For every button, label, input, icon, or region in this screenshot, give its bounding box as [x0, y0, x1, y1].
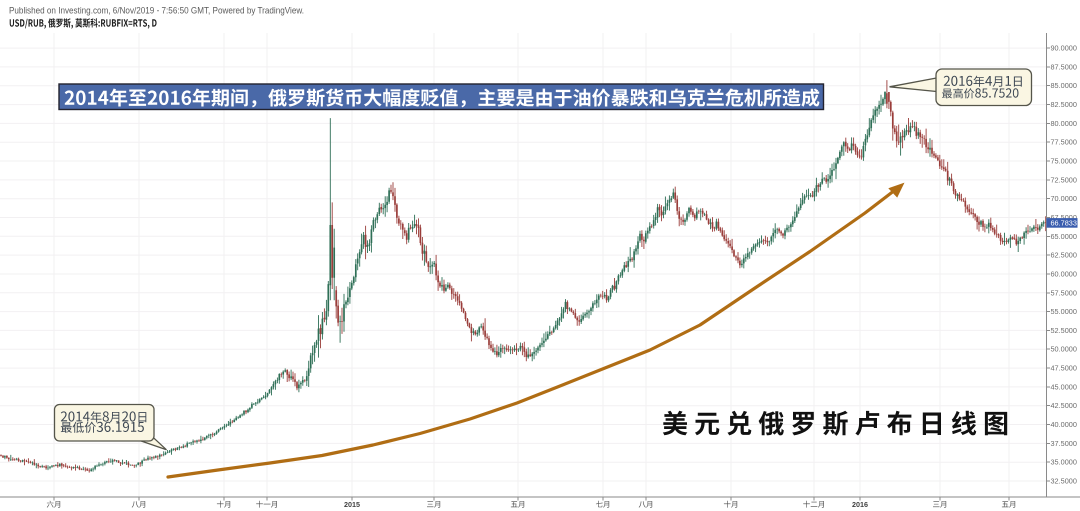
svg-text:2015: 2015 [344, 500, 360, 509]
svg-text:Published on Investing.com, 6/: Published on Investing.com, 6/Nov/2019 -… [9, 5, 304, 16]
svg-text:45.0000: 45.0000 [1051, 382, 1077, 391]
svg-text:50.0000: 50.0000 [1051, 345, 1077, 354]
svg-text:90.0000: 90.0000 [1051, 44, 1077, 53]
svg-text:2016: 2016 [852, 500, 868, 509]
svg-text:32.5000: 32.5000 [1051, 477, 1077, 486]
svg-text:60.0000: 60.0000 [1051, 270, 1077, 279]
svg-text:66.7833: 66.7833 [1051, 219, 1077, 228]
svg-text:42.5000: 42.5000 [1051, 401, 1077, 410]
svg-text:52.5000: 52.5000 [1051, 326, 1077, 335]
svg-text:67.5000: 67.5000 [1051, 213, 1077, 222]
svg-text:82.5000: 82.5000 [1051, 100, 1077, 109]
svg-text:72.5000: 72.5000 [1051, 175, 1077, 184]
svg-text:80.0000: 80.0000 [1051, 119, 1077, 128]
svg-text:87.5000: 87.5000 [1051, 62, 1077, 71]
svg-text:35.0000: 35.0000 [1051, 458, 1077, 467]
svg-text:37.5000: 37.5000 [1051, 439, 1077, 448]
svg-text:70.0000: 70.0000 [1051, 194, 1077, 203]
svg-text:55.0000: 55.0000 [1051, 307, 1077, 316]
svg-text:57.5000: 57.5000 [1051, 288, 1077, 297]
svg-text:77.5000: 77.5000 [1051, 138, 1077, 147]
svg-text:47.5000: 47.5000 [1051, 364, 1077, 373]
svg-text:75.0000: 75.0000 [1051, 157, 1077, 166]
svg-text:62.5000: 62.5000 [1051, 251, 1077, 260]
svg-text:65.0000: 65.0000 [1051, 232, 1077, 241]
svg-text:85.0000: 85.0000 [1051, 81, 1077, 90]
svg-text:40.0000: 40.0000 [1051, 420, 1077, 429]
